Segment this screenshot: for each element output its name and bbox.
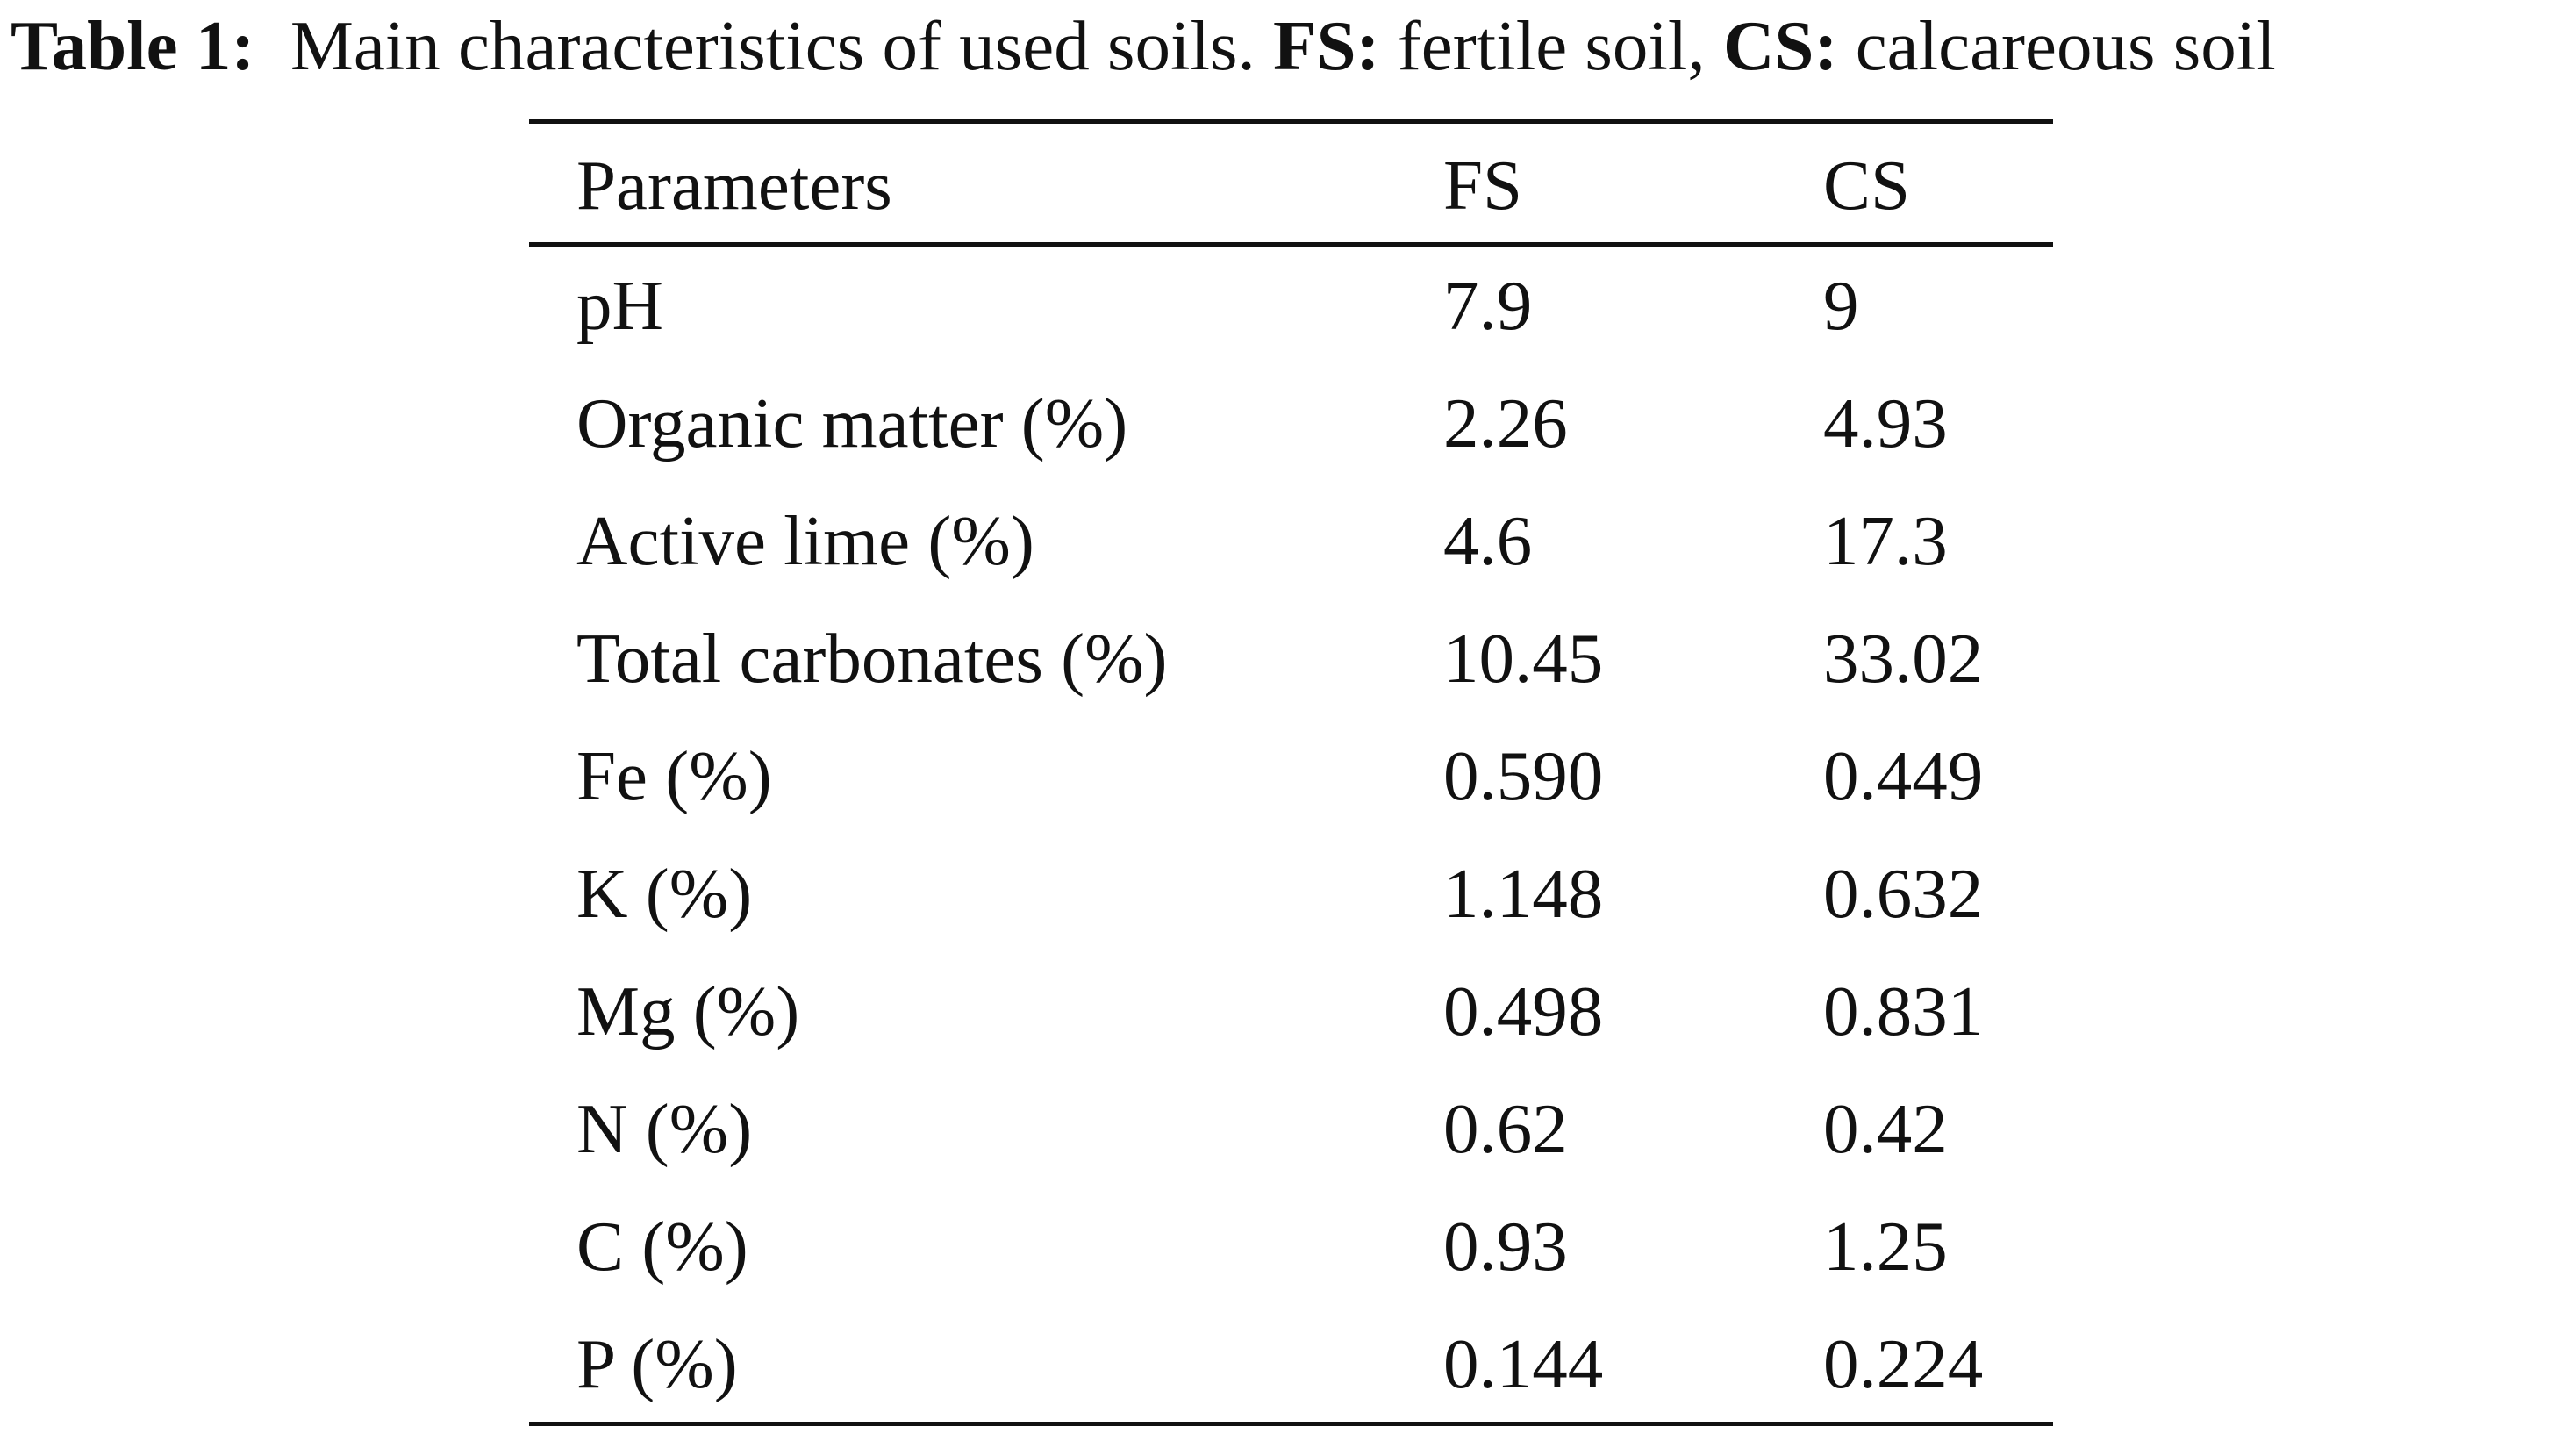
cell-cs-value: 9 [1823,266,1859,345]
cell-cs-value: 0.224 [1823,1324,1984,1403]
cell-fs-value: 0.590 [1443,736,1604,815]
header-cs: CS [1823,146,1911,225]
cell-parameter: Mg (%) [576,972,800,1050]
table-caption: Table 1: Main characteristics of used so… [11,4,2576,88]
table-row: P (%) 0.144 0.224 [529,1305,2053,1423]
table-row: N (%) 0.62 0.42 [529,1070,2053,1187]
table-row: K (%) 1.148 0.632 [529,835,2053,952]
cell-parameter: pH [576,266,663,345]
cell-cs-value: 1.25 [1823,1207,1948,1286]
cell-cs-value: 0.449 [1823,736,1984,815]
table-row: pH 7.9 9 [529,247,2053,364]
cell-parameter: Fe (%) [576,736,772,815]
cell-fs-value: 0.498 [1443,972,1604,1050]
cell-cs-value: 0.42 [1823,1089,1948,1168]
cell-cs-value: 17.3 [1823,501,1948,580]
header-fs: FS [1443,146,1523,225]
table-header-rule [529,242,2053,247]
cell-parameter: P (%) [576,1324,738,1403]
cell-cs-value: 0.831 [1823,972,1984,1050]
cell-fs-value: 4.6 [1443,501,1533,580]
cell-fs-value: 7.9 [1443,266,1533,345]
caption-fs-text: fertile soil, [1397,6,1706,85]
table-row: Fe (%) 0.590 0.449 [529,717,2053,835]
cell-fs-value: 1.148 [1443,854,1604,933]
cell-parameter: C (%) [576,1207,748,1286]
cell-parameter: Total carbonates (%) [576,619,1168,698]
caption-cs-text: calcareous soil [1855,6,2276,85]
cell-parameter: Organic matter (%) [576,384,1128,462]
cell-cs-value: 0.632 [1823,854,1984,933]
caption-label: Table 1: [11,6,255,85]
cell-parameter: N (%) [576,1089,753,1168]
cell-parameter: K (%) [576,854,753,933]
table-header-row: Parameters FS CS [529,126,2053,244]
table-bottom-rule [529,1422,2053,1426]
table-row: Organic matter (%) 2.26 4.93 [529,364,2053,482]
table-row: Active lime (%) 4.6 17.3 [529,482,2053,599]
cell-fs-value: 0.62 [1443,1089,1568,1168]
cell-fs-value: 0.93 [1443,1207,1568,1286]
header-parameters: Parameters [576,146,892,225]
table-row: Total carbonates (%) 10.45 33.02 [529,599,2053,717]
caption-fs-abbr: FS: [1273,6,1380,85]
table-row: Mg (%) 0.498 0.831 [529,952,2053,1070]
cell-cs-value: 4.93 [1823,384,1948,462]
table-row: C (%) 0.93 1.25 [529,1187,2053,1305]
cell-fs-value: 0.144 [1443,1324,1604,1403]
table-top-rule [529,119,2053,124]
cell-fs-value: 2.26 [1443,384,1568,462]
cell-parameter: Active lime (%) [576,501,1034,580]
caption-text: Main characteristics of used soils. [290,6,1256,85]
caption-cs-abbr: CS: [1722,6,1838,85]
cell-fs-value: 10.45 [1443,619,1604,698]
cell-cs-value: 33.02 [1823,619,1984,698]
